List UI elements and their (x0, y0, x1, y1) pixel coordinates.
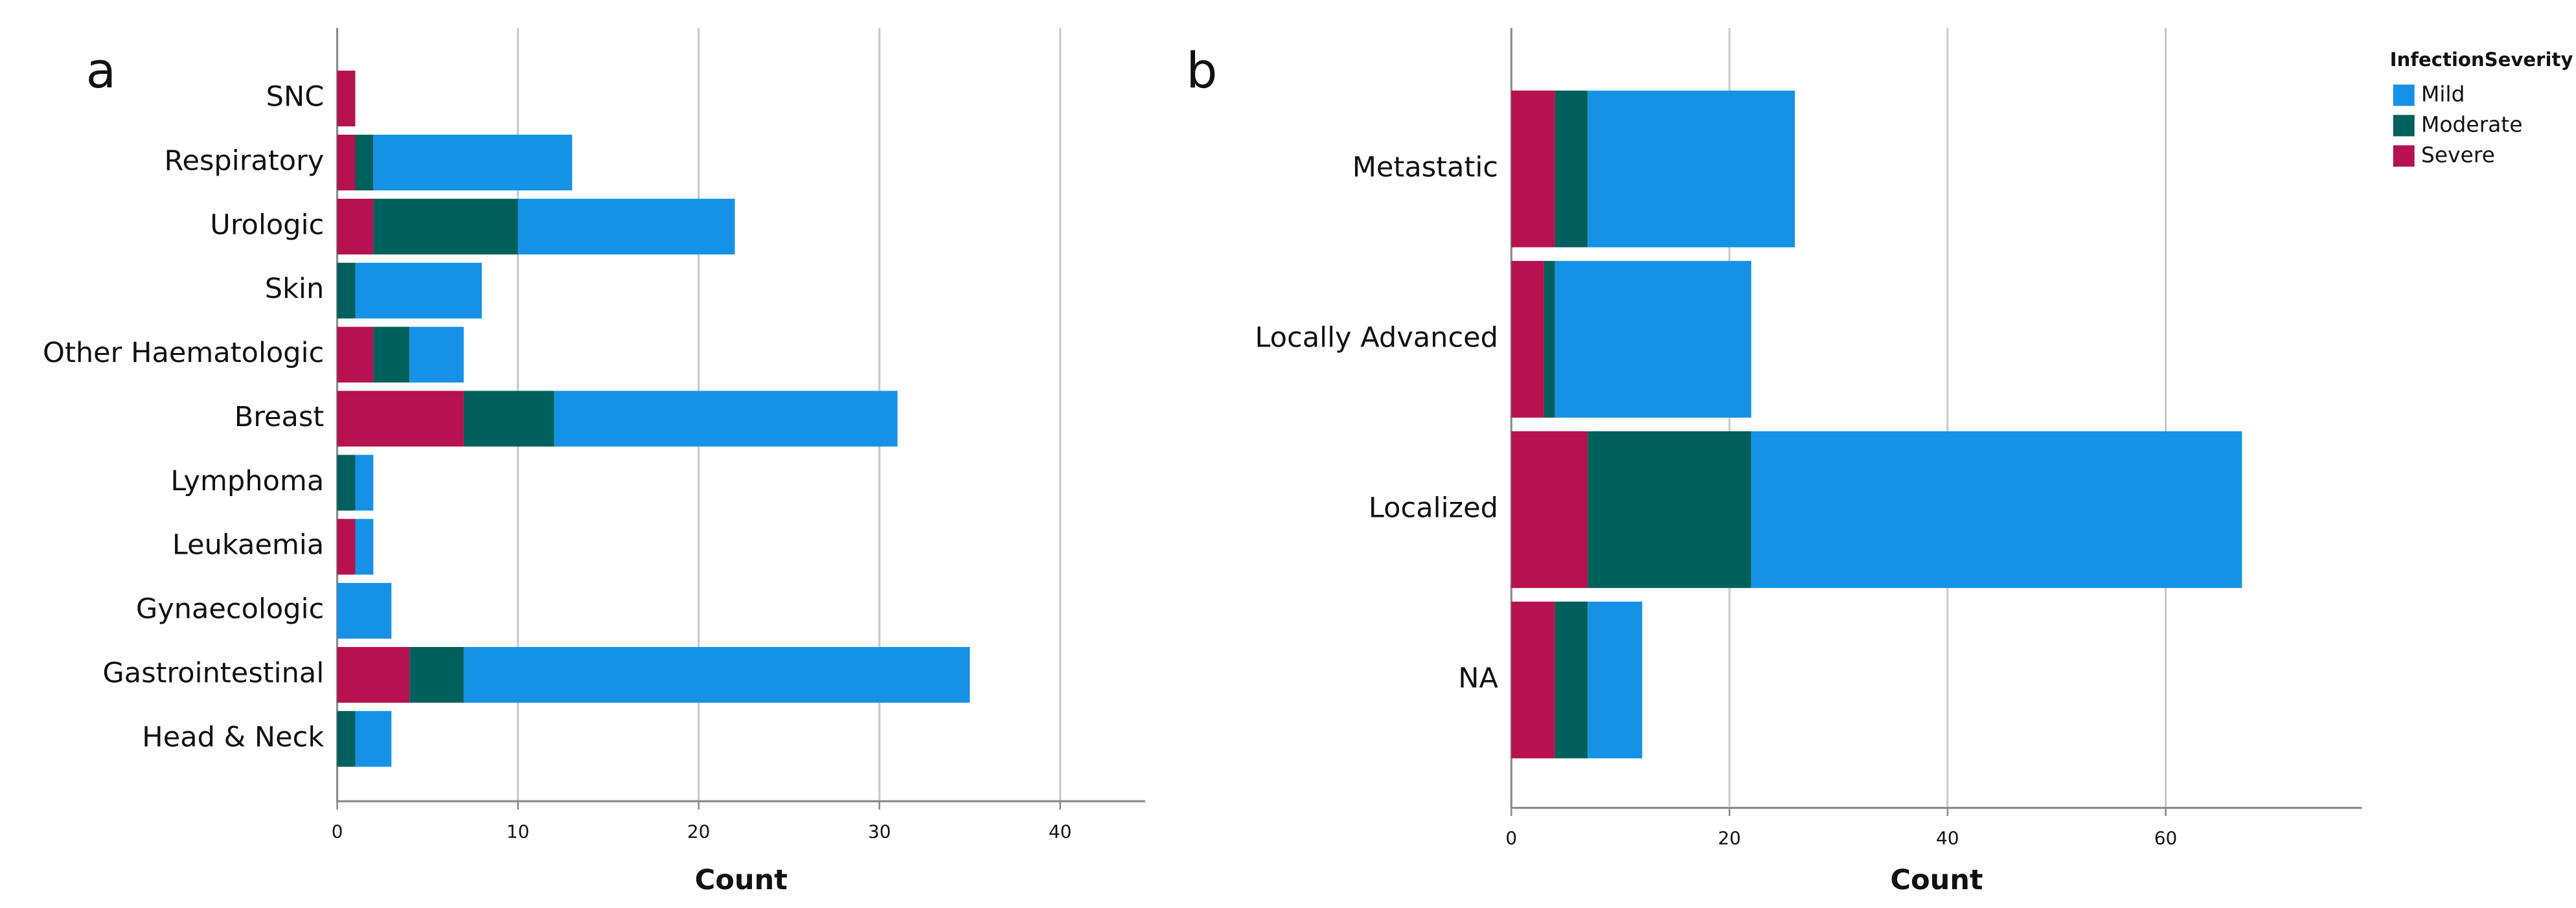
legend-swatch (2393, 145, 2415, 167)
y-tick-label: SNC (266, 81, 325, 113)
bar-segment (409, 646, 464, 703)
bar-segment (1588, 601, 1643, 758)
y-tick-label: Other Haematologic (43, 337, 324, 369)
bar-segment (355, 519, 374, 575)
bar-segment (337, 262, 356, 319)
bar-segment (1511, 601, 1555, 758)
bar-segment (337, 455, 356, 511)
y-tick-label: Gastrointestinal (102, 657, 324, 689)
legend-label: Mild (2421, 82, 2465, 107)
bar-segment (337, 583, 392, 639)
legend-swatch (2393, 84, 2415, 106)
bar-segment (1511, 260, 1544, 418)
bar-segment (337, 391, 464, 447)
bar-segment (373, 326, 410, 383)
x-tick-label: 0 (1505, 828, 1517, 849)
bar-segment (337, 710, 356, 767)
bar-segment (337, 198, 374, 255)
bar-segment (337, 134, 356, 191)
y-tick-label: Breast (234, 401, 325, 433)
bar-segment (355, 262, 482, 319)
bar-segment (554, 391, 898, 447)
x-tick-label: 40 (1049, 821, 1071, 842)
legend-label: Moderate (2421, 111, 2523, 137)
bar-segment (337, 646, 410, 703)
y-tick-label: Urologic (210, 209, 324, 241)
x-tick-label: 10 (507, 821, 529, 842)
y-tick-label: Respiratory (164, 144, 324, 177)
x-tick-label: 40 (1936, 828, 1959, 849)
x-tick-label: 30 (868, 821, 891, 842)
bar-segment (1588, 90, 1795, 247)
y-tick-label: Lymphoma (170, 465, 324, 497)
x-tick-label: 0 (332, 821, 343, 842)
y-tick-label: Leukaemia (172, 529, 324, 562)
bar-segment (1555, 601, 1588, 758)
y-tick-label: Metastatic (1352, 151, 1498, 183)
y-tick-label: Localized (1369, 492, 1498, 524)
bar-segment (373, 198, 518, 255)
x-tick-label: 20 (1718, 828, 1740, 849)
legend-title: InfectionSeverity (2390, 49, 2573, 71)
bar-segment (373, 134, 573, 191)
y-tick-label: Skin (265, 273, 325, 305)
bar-segment (1588, 431, 1751, 588)
y-tick-label: NA (1458, 662, 1498, 694)
bar-segment (337, 519, 356, 575)
x-axis-title: Count (695, 864, 788, 896)
x-tick-label: 60 (2154, 828, 2177, 849)
bar-segment (1511, 431, 1588, 588)
bar-segment (409, 326, 464, 383)
panel-label: b (1186, 41, 1217, 99)
bar-segment (1751, 431, 2242, 588)
bar-segment (355, 455, 374, 511)
bar-segment (1555, 90, 1588, 247)
bar-segment (337, 326, 374, 383)
y-tick-label: Gynaecologic (136, 593, 324, 626)
bar-segment (1544, 260, 1555, 418)
x-tick-label: 20 (687, 821, 710, 842)
bar-segment (518, 198, 735, 255)
panel-label: a (86, 41, 117, 99)
bar-segment (463, 646, 970, 703)
bar-segment (1555, 260, 1751, 418)
bar-segment (355, 710, 392, 767)
y-tick-label: Locally Advanced (1255, 321, 1498, 354)
legend-swatch (2393, 115, 2415, 137)
x-axis-title: Count (1890, 864, 1983, 896)
bar-segment (355, 134, 374, 191)
y-tick-label: Head & Neck (142, 721, 324, 753)
bar-segment (463, 391, 554, 447)
legend-label: Severe (2421, 142, 2495, 167)
bar-segment (1511, 90, 1555, 247)
bar-segment (337, 71, 356, 127)
